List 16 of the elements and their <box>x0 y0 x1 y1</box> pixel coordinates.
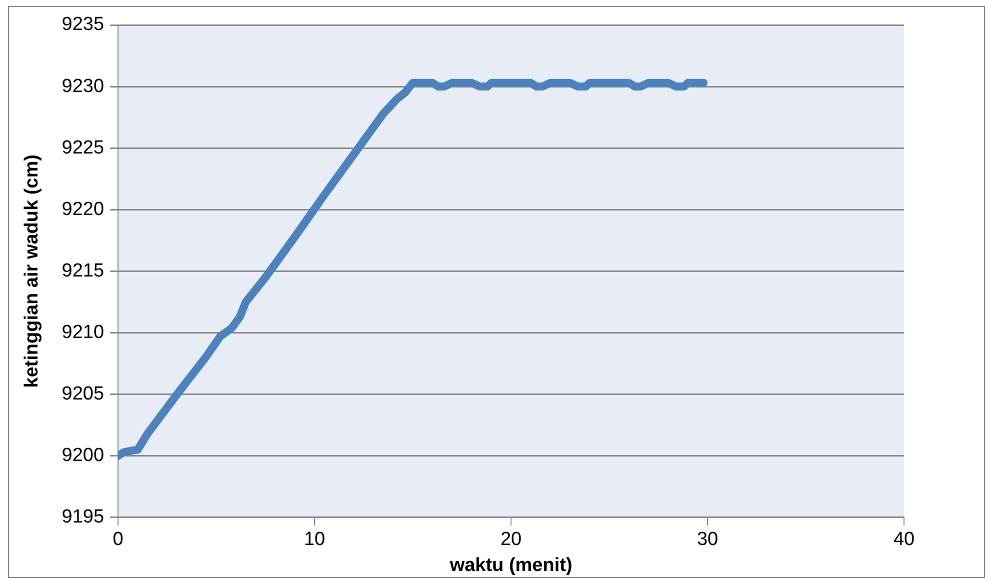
y-tick-label: 9195 <box>62 506 104 528</box>
x-tick-label: 30 <box>696 529 718 550</box>
y-tick-label: 9205 <box>62 384 104 405</box>
y-tick-label: 9215 <box>62 260 104 282</box>
y-tick-label: 9200 <box>62 445 104 466</box>
x-axis-title: waktu (menit) <box>448 554 572 576</box>
x-tick-label: 10 <box>304 529 326 550</box>
x-tick-label: 20 <box>500 529 522 550</box>
y-tick-label: 9235 <box>62 14 104 36</box>
y-axis-title: ketinggian air waduk (cm) <box>22 154 43 388</box>
x-tick-label: 40 <box>893 529 915 550</box>
y-tick-label: 9220 <box>62 198 104 220</box>
y-tick-label: 9230 <box>62 76 104 97</box>
y-tick-label: 9225 <box>62 137 104 158</box>
x-tick-label: 0 <box>112 529 124 550</box>
y-tick-label: 9210 <box>62 322 104 343</box>
